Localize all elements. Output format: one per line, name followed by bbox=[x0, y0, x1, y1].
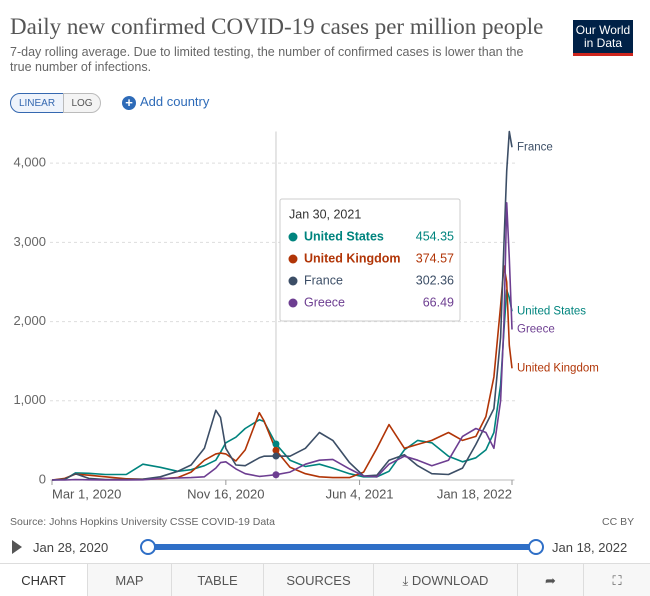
logo-text: in Data bbox=[583, 36, 623, 50]
subtitle: 7-day rolling average. Due to limited te… bbox=[10, 45, 524, 59]
x-tick-label: Nov 16, 2020 bbox=[187, 486, 264, 501]
timeline-end: Jan 18, 2022 bbox=[552, 540, 628, 555]
plus-icon: + bbox=[122, 96, 136, 110]
tooltip-value: 454.35 bbox=[416, 229, 454, 243]
y-tick-label: 1,000 bbox=[13, 392, 46, 407]
tooltip-swatch bbox=[288, 298, 298, 308]
timeline bbox=[12, 539, 544, 555]
download-icon: ⤓ bbox=[402, 573, 412, 588]
x-tick-label: Jan 18, 2022 bbox=[437, 486, 512, 501]
y-tick-label: 2,000 bbox=[13, 313, 46, 328]
tooltip: Jan 30, 2021 United States 454.35 United Ki… bbox=[279, 198, 461, 322]
tab[interactable]: CHART bbox=[0, 564, 88, 596]
series-line bbox=[52, 202, 513, 481]
series-label: France bbox=[517, 141, 553, 153]
x-tick-label: Mar 1, 2020 bbox=[52, 486, 121, 501]
tooltip-value: 66.49 bbox=[423, 295, 454, 309]
tooltip-series: France bbox=[304, 273, 343, 287]
y-tick-label: 0 bbox=[39, 471, 46, 486]
license: CC BY bbox=[602, 516, 635, 528]
fullscreen-button[interactable]: ⛶ bbox=[612, 573, 622, 588]
hover-dot bbox=[272, 452, 280, 460]
linear-button[interactable]: LINEAR bbox=[10, 93, 64, 113]
tooltip-series: United States bbox=[304, 229, 384, 243]
series-label: Greece bbox=[517, 324, 555, 336]
tooltip-series: Greece bbox=[304, 295, 345, 309]
y-tick-label: 3,000 bbox=[13, 234, 46, 249]
timeline-track bbox=[148, 544, 536, 550]
tab[interactable]: TABLE bbox=[172, 564, 264, 596]
series-line bbox=[51, 130, 513, 481]
tab[interactable]: MAP bbox=[88, 564, 172, 596]
tooltip-box bbox=[279, 198, 461, 322]
hover-dot bbox=[272, 446, 280, 454]
tooltip-swatch bbox=[288, 276, 298, 286]
add-country-button[interactable]: + Add country bbox=[122, 94, 209, 110]
logo[interactable]: Our World in Data bbox=[573, 20, 633, 56]
hover-dot bbox=[272, 471, 280, 479]
tooltip-series: United Kingdom bbox=[304, 251, 401, 265]
log-button[interactable]: LOG bbox=[63, 93, 101, 113]
y-tick-label: 4,000 bbox=[13, 155, 46, 170]
logo-text: Our World bbox=[575, 23, 631, 37]
add-country-label: Add country bbox=[140, 94, 210, 109]
timeline-start: Jan 28, 2020 bbox=[33, 540, 109, 555]
tooltip-value: 374.57 bbox=[416, 251, 454, 265]
timeline-handle[interactable] bbox=[528, 539, 544, 555]
timeline-handle[interactable] bbox=[140, 539, 156, 555]
tab-bar: CHART MAP TABLE SOURCES ⤓ DOWNLOAD ➦ ⛶ bbox=[0, 563, 650, 596]
source: Source: Johns Hopkins University CSSE CO… bbox=[10, 516, 275, 528]
chart-title: Daily new confirmed COVID-19 cases per m… bbox=[10, 14, 544, 39]
tooltip-value: 302.36 bbox=[416, 273, 454, 287]
hover-dot bbox=[272, 440, 280, 448]
play-button[interactable] bbox=[12, 540, 22, 554]
x-tick-label: Jun 4, 2021 bbox=[326, 486, 394, 501]
chart: 0 1,000 2,000 3,000 4,000 Mar 1, 2020 Nov 16, … bbox=[13, 130, 599, 501]
tab[interactable]: SOURCES bbox=[264, 564, 374, 596]
series-label: United States bbox=[517, 305, 586, 317]
series-line bbox=[51, 289, 513, 481]
tooltip-swatch bbox=[288, 254, 298, 264]
series-label: United Kingdom bbox=[517, 362, 599, 374]
tooltip-date: Jan 30, 2021 bbox=[289, 207, 361, 221]
share-button[interactable]: ➦ bbox=[518, 564, 584, 596]
subtitle: true number of infections. bbox=[10, 60, 152, 74]
tab-label: DOWNLOAD bbox=[411, 573, 489, 588]
tooltip-swatch bbox=[288, 232, 298, 242]
tab[interactable]: ⤓ DOWNLOAD bbox=[374, 564, 518, 596]
